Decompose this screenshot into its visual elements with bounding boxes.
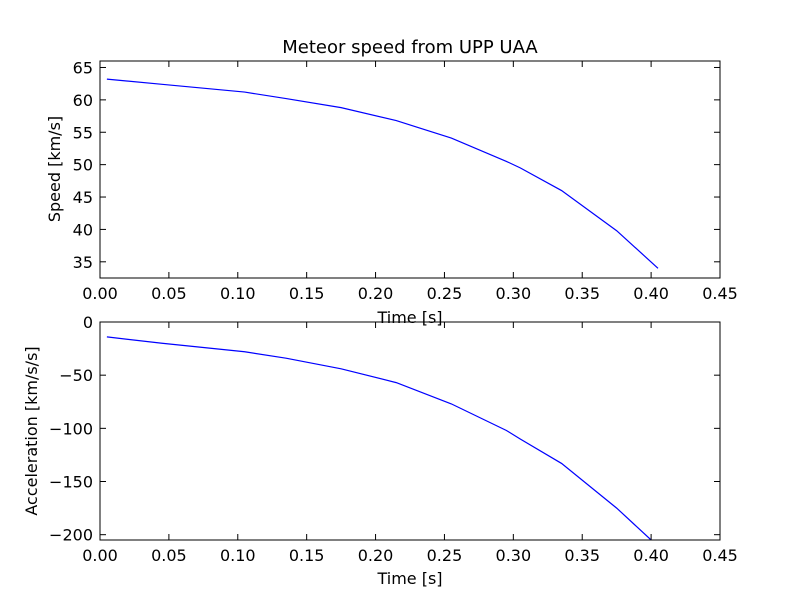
speed-x-axis-label: Time [s] <box>376 308 442 327</box>
acceleration-y-tick-label: 0 <box>83 313 93 332</box>
speed-plot-marks: 0.00 0.05 0.10 0.15 0.20 0.25 0.30 0.35 0.40 0.45… <box>73 58 738 303</box>
acceleration-y-axis-label: Acceleration [km/s/s] <box>22 346 41 515</box>
acceleration-y-tick-label: −50 <box>59 366 93 385</box>
speed-y-tick-label: 40 <box>73 220 93 239</box>
acceleration-x-axis-label: Time [s] <box>376 569 442 588</box>
speed-x-tick-label: 0.05 <box>151 284 187 303</box>
acceleration-x-tick-label: 0.00 <box>82 546 118 565</box>
acceleration-x-tick-label: 0.30 <box>496 546 532 565</box>
acceleration-x-tick-label: 0.40 <box>633 546 669 565</box>
acceleration-y-tick-label: −200 <box>49 526 93 545</box>
acceleration-x-tick-label: 0.35 <box>564 546 600 565</box>
acceleration-x-tick-label: 0.05 <box>151 546 187 565</box>
speed-series-line <box>106 78 659 269</box>
acceleration-x-tick-label: 0.15 <box>289 546 325 565</box>
acceleration-x-tick-label: 0.20 <box>358 546 394 565</box>
acceleration-x-tick-label: 0.45 <box>702 546 738 565</box>
acceleration-y-tick-label: −150 <box>49 473 93 492</box>
speed-x-tick-label: 0.35 <box>564 284 600 303</box>
speed-x-tick-label: 0.10 <box>220 284 256 303</box>
speed-panel: Meteor speed from UPP UAA Time [s] Speed… <box>45 37 738 327</box>
speed-y-tick-label: 35 <box>73 253 93 272</box>
speed-x-tick-label: 0.30 <box>496 284 532 303</box>
acceleration-axes-frame <box>99 321 721 541</box>
speed-x-tick-label: 0.25 <box>427 284 463 303</box>
speed-axes-frame <box>99 60 721 279</box>
acceleration-plot-marks: 0.00 0.05 0.10 0.15 0.20 0.25 0.30 0.35 0.40 0.45… <box>49 313 738 565</box>
acceleration-panel: Time [s] Acceleration [km/s/s] 0.00 0.05 0… <box>22 313 738 588</box>
acceleration-x-tick-label: 0.10 <box>220 546 256 565</box>
speed-x-tick-label: 0.20 <box>358 284 394 303</box>
speed-y-tick-label: 45 <box>73 188 93 207</box>
speed-x-tick-label: 0.40 <box>633 284 669 303</box>
speed-x-tick-label: 0.00 <box>82 284 118 303</box>
speed-y-tick-label: 60 <box>73 91 93 110</box>
speed-x-tick-label: 0.15 <box>289 284 325 303</box>
speed-y-tick-label: 55 <box>73 123 93 142</box>
speed-x-tick-label: 0.45 <box>702 284 738 303</box>
speed-y-tick-label: 50 <box>73 156 93 175</box>
acceleration-x-tick-label: 0.25 <box>427 546 463 565</box>
acceleration-series-line <box>106 336 652 540</box>
acceleration-y-tick-label: −100 <box>49 419 93 438</box>
speed-y-axis-label: Speed [km/s] <box>45 116 64 222</box>
speed-chart-title: Meteor speed from UPP UAA <box>282 37 538 58</box>
speed-y-tick-label: 65 <box>73 58 93 77</box>
